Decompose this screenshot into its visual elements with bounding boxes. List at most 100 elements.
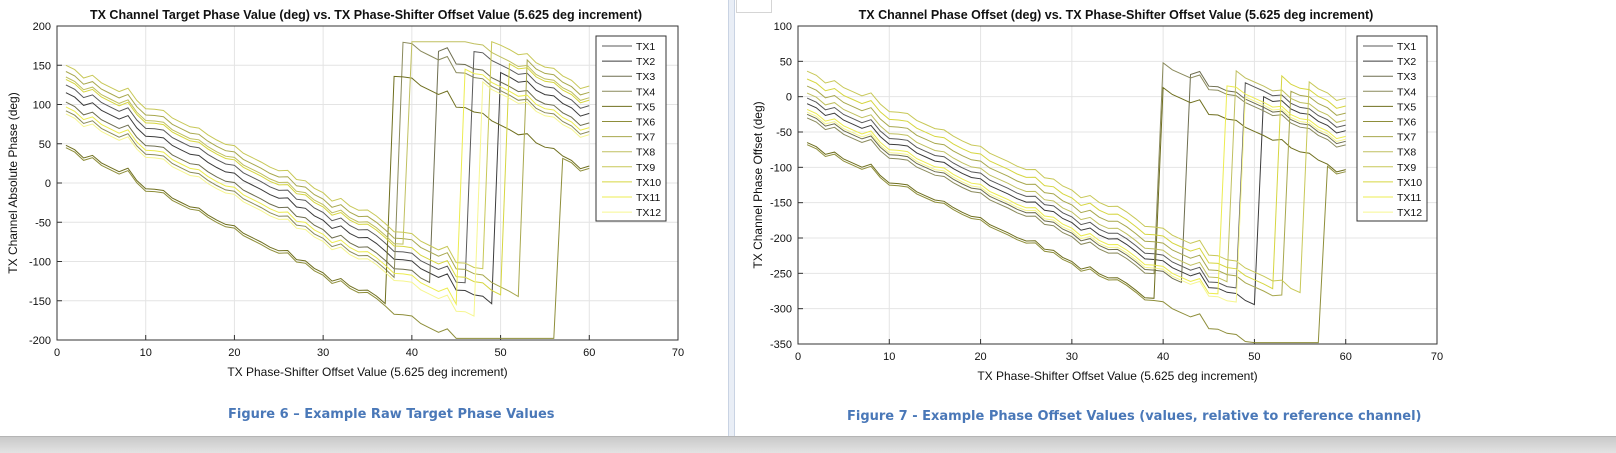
series-line-tx2 [806,95,1346,306]
x-tick-label: 40 [1157,351,1169,363]
chart-title: TX Channel Phase Offset (deg) vs. TX Pha… [859,8,1374,22]
y-tick-label: -250 [770,268,792,280]
legend-entry-tx7: TX7 [636,132,655,144]
y-tick-label: -50 [776,127,792,139]
figure-7-caption: Figure 7 - Example Phase Offset Values (… [847,409,1422,424]
chart-title: TX Channel Target Phase Value (deg) vs. … [90,8,642,22]
y-tick-label: -150 [770,198,792,210]
legend-entry-tx9: TX9 [1397,162,1416,174]
legend-entry-tx5: TX5 [636,101,655,113]
legend-entry-tx4: TX4 [1397,86,1416,98]
y-tick-label: 50 [39,139,51,151]
raw-target-phase-chart: 0 10 20 30 40 50 60 70 -200 -150 -100 -50 0 50 100 150 2… [6,8,684,379]
legend-entry-tx1: TX1 [636,41,655,53]
y-tick-label: 100 [774,21,792,33]
x-tick-label: 40 [406,347,418,359]
axes-box [56,25,679,341]
series-line-tx4 [65,41,590,279]
series-line-tx1 [65,51,590,284]
legend-entry-tx10: TX10 [636,177,661,189]
legend-entry-tx2: TX2 [636,56,655,68]
legend-entry-tx4: TX4 [636,86,655,98]
legend-entry-tx9: TX9 [636,162,655,174]
y-tick-label: 100 [33,100,51,112]
legend-box [595,35,667,222]
series-line-tx2 [65,71,590,305]
legend-entry-tx11: TX11 [636,192,660,204]
phase-offset-chart: 0 10 20 30 40 50 60 70 -350 -300 -250 -200 -150 -100 -… [751,8,1443,383]
legend-entry-tx12: TX12 [1397,207,1422,219]
y-tick-label: 150 [33,60,51,72]
legend-entry-tx2: TX2 [1397,56,1416,68]
y-tick-label: -200 [29,335,51,347]
y-axis-label: TX Channel Absolute Phase (deg) [6,92,20,273]
x-tick-label: 0 [795,351,801,363]
series-line-tx1 [806,82,1346,289]
legend-entry-tx8: TX8 [1397,147,1416,159]
legend-entry-tx10: TX10 [1397,177,1422,189]
y-tick-label: 0 [786,92,792,104]
x-tick-label: 60 [583,347,595,359]
next-page-strip [0,436,1616,453]
legend-entry-tx3: TX3 [636,71,655,83]
y-tick-label: -100 [29,257,51,269]
axes-box [797,25,1438,345]
x-axis-label: TX Phase-Shifter Offset Value (5.625 deg… [977,369,1257,383]
y-tick-label: -150 [29,296,51,308]
series-line-tx9 [65,40,590,270]
x-tick-label: 70 [672,347,684,359]
x-tick-label: 50 [494,347,506,359]
series-line-tx12 [65,80,590,317]
legend-entry-tx6: TX6 [1397,117,1416,129]
series-line-tx10 [806,74,1346,290]
legend-entry-tx8: TX8 [636,147,655,159]
series-line-tx12 [806,96,1346,303]
series-line-tx5 [65,75,590,305]
y-tick-label: -50 [35,217,51,229]
x-tick-label: 20 [974,351,986,363]
y-axis-label: TX Channel Phase Offset (deg) [751,101,765,268]
legend-entry-tx11: TX11 [1397,192,1421,204]
series-line-tx10 [65,62,590,296]
page-corner-tab [736,0,772,13]
x-tick-label: 60 [1340,351,1352,363]
series-line-tx8 [806,69,1346,283]
series-line-tx11 [806,85,1346,295]
y-tick-label: -350 [770,339,792,351]
y-tick-label: 200 [33,21,51,33]
x-axis-label: TX Phase-Shifter Offset Value (5.625 deg… [227,365,507,379]
series-line-tx5 [806,86,1346,299]
legend-box [1356,35,1428,222]
legend-entry-tx7: TX7 [1397,132,1416,144]
plot-area [798,26,1437,344]
y-tick-label: 50 [780,56,792,68]
x-tick-label: 30 [1066,351,1078,363]
series-line-tx6 [65,147,590,339]
x-tick-label: 50 [1248,351,1260,363]
series-line-tx3 [806,70,1346,284]
legend-entry-tx5: TX5 [1397,101,1416,113]
y-tick-label: 0 [45,178,51,190]
series-line-tx8 [65,41,590,245]
y-tick-label: -300 [770,304,792,316]
x-tick-label: 10 [140,347,152,359]
x-tick-label: 10 [883,351,895,363]
series-line-tx7 [65,58,590,298]
series-line-tx6 [806,144,1346,344]
series-line-tx11 [65,68,590,307]
series-line-tx4 [806,61,1346,275]
x-tick-label: 70 [1431,351,1443,363]
page-divider [728,0,735,436]
legend-entry-tx1: TX1 [1397,41,1416,53]
series-line-tx7 [806,85,1346,297]
x-tick-label: 20 [228,347,240,359]
series-line-tx3 [65,47,590,284]
legend-entry-tx3: TX3 [1397,71,1416,83]
x-tick-label: 30 [317,347,329,359]
legend-entry-tx6: TX6 [636,117,655,129]
x-tick-label: 0 [54,347,60,359]
y-tick-label: -200 [770,233,792,245]
figure-6-caption: Figure 6 – Example Raw Target Phase Valu… [228,407,555,422]
legend-entry-tx12: TX12 [636,207,661,219]
y-tick-label: -100 [770,162,792,174]
